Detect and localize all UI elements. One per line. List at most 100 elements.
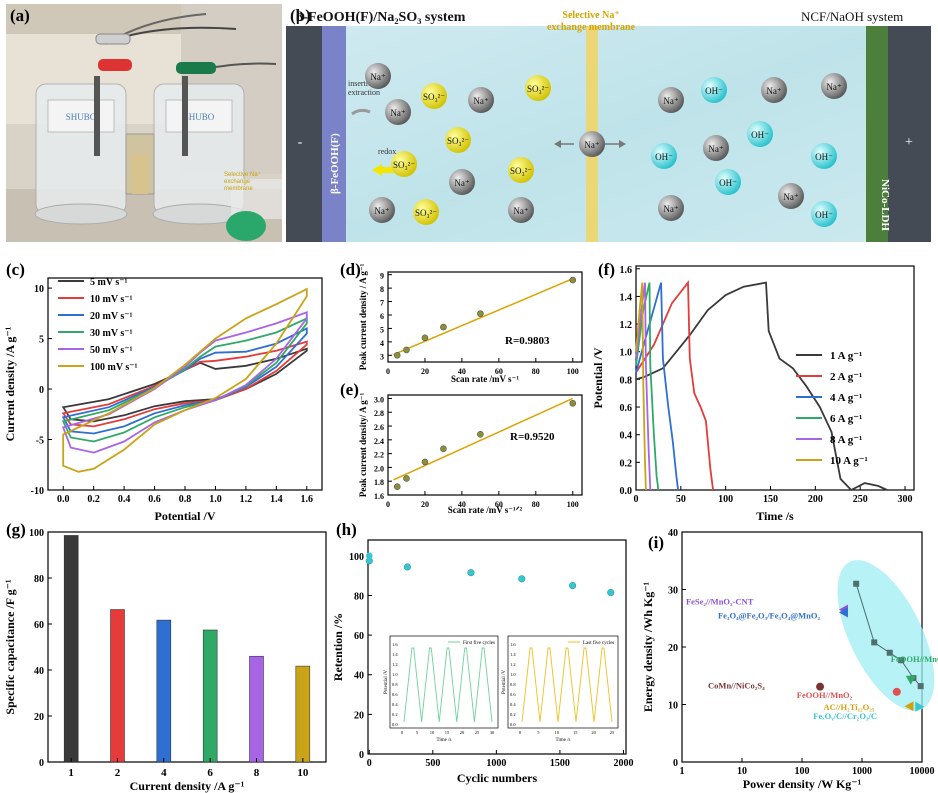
panel-label-h: (h)	[336, 520, 357, 539]
ion-label-so-8: SO₃²⁻	[510, 166, 532, 176]
ion-na-15	[821, 73, 847, 99]
x-tick-label-3: 1500	[550, 758, 570, 769]
data-point-2	[421, 334, 429, 342]
panel-label-i: (i)	[648, 533, 665, 552]
ref-label-0: FeSe₂//MnO₂-CNT	[686, 597, 754, 607]
data-point-0	[393, 483, 401, 491]
inset-last-curve	[521, 647, 613, 723]
data-point-5	[569, 399, 577, 407]
ion-label-na-21: Na⁺	[783, 192, 798, 202]
ion-label-na-7: Na⁺	[454, 178, 469, 188]
inset-last-ytick-2: 0.4	[510, 702, 516, 707]
y-tick-label-4: 80	[34, 574, 44, 585]
ion-label-na-17: Na⁺	[708, 144, 723, 154]
ion-label-so-10: SO₃²⁻	[415, 208, 437, 218]
ion-na-12	[658, 87, 684, 113]
x-tick-label-2: 4	[161, 767, 167, 779]
ion-label-oh-13: OH⁻	[705, 86, 723, 96]
extraction-label: extraction	[348, 88, 380, 97]
bar-3	[202, 629, 218, 763]
insertion-label: insertion	[348, 79, 376, 88]
ion-na-9	[369, 197, 395, 223]
panel-label-d: (d)	[340, 260, 361, 279]
inset-last-xtick-2: 10	[555, 730, 560, 735]
inset-last-ytick-6: 1.2	[510, 662, 516, 667]
inset-first-ylabel: Potential /V	[384, 670, 389, 694]
cv-series-3	[61, 316, 308, 443]
bar-4	[249, 655, 264, 763]
x-tick-label-2: 40	[458, 367, 466, 376]
x-tick-label-2: 100	[718, 494, 733, 505]
this-work-point-3	[898, 657, 905, 664]
y-tick-label-0: 3	[380, 352, 384, 361]
inset-last-ytick-4: 0.8	[510, 682, 516, 687]
x-tick-label-3: 1000	[852, 766, 872, 777]
panel-label-b: (b)	[290, 6, 311, 25]
ion-na-11	[508, 197, 534, 223]
panel-label-c: (c)	[6, 260, 25, 279]
data-point-0	[393, 351, 401, 359]
ref-label-5: AC//H₂Ti₁₂O₂₅	[824, 702, 875, 712]
gcd-series-5	[635, 282, 647, 491]
x-tick-label-4: 10000	[910, 766, 935, 777]
ion-so-5	[445, 127, 471, 153]
chart-peak-vs-sqrt-scan: 0 20 40 60 80 100 1.6 1.8 2.0 2.2 2.4 2.6 2.8 3.0 Scan…	[358, 393, 583, 515]
chart-peak-vs-scan: 0 20 40 60 80 100 3 4 5 6 7 8 9 Scan rate /mV s⁻¹ Peak…	[358, 263, 583, 384]
legend-label-4: 8 A g⁻¹	[830, 434, 862, 446]
ion-na-22	[658, 195, 684, 221]
inset-last-xtick-1: 5	[537, 730, 540, 735]
y-axis-label: Potential /V	[591, 347, 605, 408]
schematic-diagram: - + β-FeOOH(F) NiCo-LDH insertion extrac…	[286, 4, 931, 242]
legend-label-0: 1 A g⁻¹	[830, 350, 862, 362]
inset-first-xtick-6: 30	[490, 730, 495, 735]
x-axis-label: Cyclic numbers	[457, 771, 538, 785]
inset-first-ytick-2: 0.4	[392, 702, 398, 707]
redox-label: redox	[378, 147, 396, 156]
left-electrode-bar	[322, 26, 346, 242]
y-tick-label-4: 2.4	[374, 437, 384, 446]
x-tick-label-4: 8	[254, 767, 260, 779]
x-tick-label-0: 1	[68, 767, 74, 779]
fit-annotation: R=0.9803	[505, 335, 550, 347]
x-tick-label-4: 200	[808, 494, 823, 505]
ion-oh-16	[747, 121, 773, 147]
ref-marker-4	[892, 687, 901, 696]
fit-line	[393, 278, 574, 356]
bar-0	[63, 535, 79, 763]
y-tick-label-3: 0.6	[620, 403, 633, 414]
fit-annotation: R=0.9520	[510, 431, 555, 443]
y-axis-label: Peak current density/ A g⁻¹	[358, 393, 368, 498]
svg-text:SHUBO: SHUBO	[184, 112, 215, 122]
data-point-5	[569, 276, 577, 284]
retention-point-1	[403, 563, 411, 571]
inset-first-ytick-4: 0.8	[392, 682, 398, 687]
photo-device: SHUBO SHUBO Selective Na⁺ exchange membr…	[6, 4, 282, 242]
plot-frame	[387, 271, 583, 363]
x-tick-label-1: 20	[421, 367, 429, 376]
y-tick-label-3: 30	[668, 586, 678, 597]
inset-first-ytick-1: 0.2	[392, 712, 398, 717]
inset-last-xlabel: Time /s	[556, 738, 571, 743]
y-axis-label: Retention /%	[331, 613, 345, 681]
ion-so-6	[391, 151, 417, 177]
ref-label-3: CoMn//NiCo₂S₄	[708, 681, 765, 691]
legend-label-4: 50 mV s⁻¹	[90, 345, 133, 356]
inset-first-xtick-3: 15	[445, 730, 450, 735]
inset-last-ytick-5: 1.0	[510, 672, 516, 677]
ion-label-oh-16: OH⁻	[751, 130, 769, 140]
ref-marker-2	[905, 675, 916, 685]
plot-frame	[47, 277, 323, 491]
inset-first-ytick-0: 0.0	[392, 722, 398, 727]
y-tick-label-0: 0	[359, 750, 364, 761]
gcd-series-4	[635, 282, 652, 491]
membrane-note: Selective Na⁺ exchange membrane	[224, 172, 261, 192]
y-tick-label-5: 100	[29, 528, 44, 539]
inset-first-xtick-5: 25	[475, 730, 480, 735]
inset-first-xtick-1: 5	[416, 730, 419, 735]
y-tick-label-1: 20	[34, 712, 44, 723]
right-electrode-label: NiCo-LDH	[879, 179, 891, 231]
svg-text:SHUBO: SHUBO	[66, 112, 97, 122]
x-tick-label-0: 0.0	[57, 494, 70, 505]
ion-na-7	[449, 169, 475, 195]
